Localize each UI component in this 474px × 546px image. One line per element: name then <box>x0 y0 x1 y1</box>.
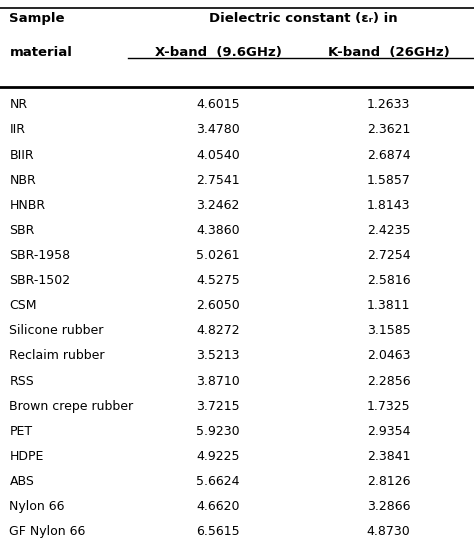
Text: 4.9225: 4.9225 <box>196 450 240 463</box>
Text: 5.0261: 5.0261 <box>196 249 240 262</box>
Text: SBR-1958: SBR-1958 <box>9 249 71 262</box>
Text: 1.3811: 1.3811 <box>367 299 410 312</box>
Text: SBR: SBR <box>9 224 35 237</box>
Text: 6.5615: 6.5615 <box>196 525 240 538</box>
Text: NBR: NBR <box>9 174 36 187</box>
Text: 5.9230: 5.9230 <box>196 425 240 438</box>
Text: 1.5857: 1.5857 <box>367 174 410 187</box>
Text: Nylon 66: Nylon 66 <box>9 500 65 513</box>
Text: 3.1585: 3.1585 <box>367 324 410 337</box>
Text: 1.7325: 1.7325 <box>367 400 410 413</box>
Text: 1.2633: 1.2633 <box>367 98 410 111</box>
Text: 3.2462: 3.2462 <box>196 199 240 212</box>
Text: RSS: RSS <box>9 375 34 388</box>
Text: 2.7254: 2.7254 <box>367 249 410 262</box>
Text: 1.8143: 1.8143 <box>367 199 410 212</box>
Text: 2.3621: 2.3621 <box>367 123 410 136</box>
Text: Silicone rubber: Silicone rubber <box>9 324 104 337</box>
Text: PET: PET <box>9 425 33 438</box>
Text: Dielectric constant (εᵣ) in: Dielectric constant (εᵣ) in <box>209 12 398 25</box>
Text: 2.0463: 2.0463 <box>367 349 410 363</box>
Text: material: material <box>9 46 73 59</box>
Text: X-band  (9.6GHz): X-band (9.6GHz) <box>155 46 282 59</box>
Text: 3.5213: 3.5213 <box>196 349 240 363</box>
Text: 4.6620: 4.6620 <box>196 500 240 513</box>
Text: 4.0540: 4.0540 <box>196 149 240 162</box>
Text: 5.6624: 5.6624 <box>196 475 240 488</box>
Text: GF Nylon 66: GF Nylon 66 <box>9 525 86 538</box>
Text: 4.3860: 4.3860 <box>196 224 240 237</box>
Text: 2.8126: 2.8126 <box>367 475 410 488</box>
Text: IIR: IIR <box>9 123 26 136</box>
Text: Brown crepe rubber: Brown crepe rubber <box>9 400 134 413</box>
Text: 3.4780: 3.4780 <box>196 123 240 136</box>
Text: HDPE: HDPE <box>9 450 44 463</box>
Text: 2.4235: 2.4235 <box>367 224 410 237</box>
Text: 4.6015: 4.6015 <box>196 98 240 111</box>
Text: 3.7215: 3.7215 <box>196 400 240 413</box>
Text: Reclaim rubber: Reclaim rubber <box>9 349 105 363</box>
Text: 4.8272: 4.8272 <box>196 324 240 337</box>
Text: 3.2866: 3.2866 <box>367 500 410 513</box>
Text: 2.5816: 2.5816 <box>367 274 410 287</box>
Text: CSM: CSM <box>9 299 37 312</box>
Text: BIIR: BIIR <box>9 149 34 162</box>
Text: ABS: ABS <box>9 475 34 488</box>
Text: 4.8730: 4.8730 <box>367 525 410 538</box>
Text: 4.5275: 4.5275 <box>196 274 240 287</box>
Text: Sample: Sample <box>9 12 65 25</box>
Text: 2.7541: 2.7541 <box>196 174 240 187</box>
Text: SBR-1502: SBR-1502 <box>9 274 71 287</box>
Text: 2.2856: 2.2856 <box>367 375 410 388</box>
Text: 3.8710: 3.8710 <box>196 375 240 388</box>
Text: K-band  (26GHz): K-band (26GHz) <box>328 46 449 59</box>
Text: 2.6874: 2.6874 <box>367 149 410 162</box>
Text: 2.9354: 2.9354 <box>367 425 410 438</box>
Text: 2.3841: 2.3841 <box>367 450 410 463</box>
Text: HNBR: HNBR <box>9 199 46 212</box>
Text: NR: NR <box>9 98 27 111</box>
Text: 2.6050: 2.6050 <box>196 299 240 312</box>
